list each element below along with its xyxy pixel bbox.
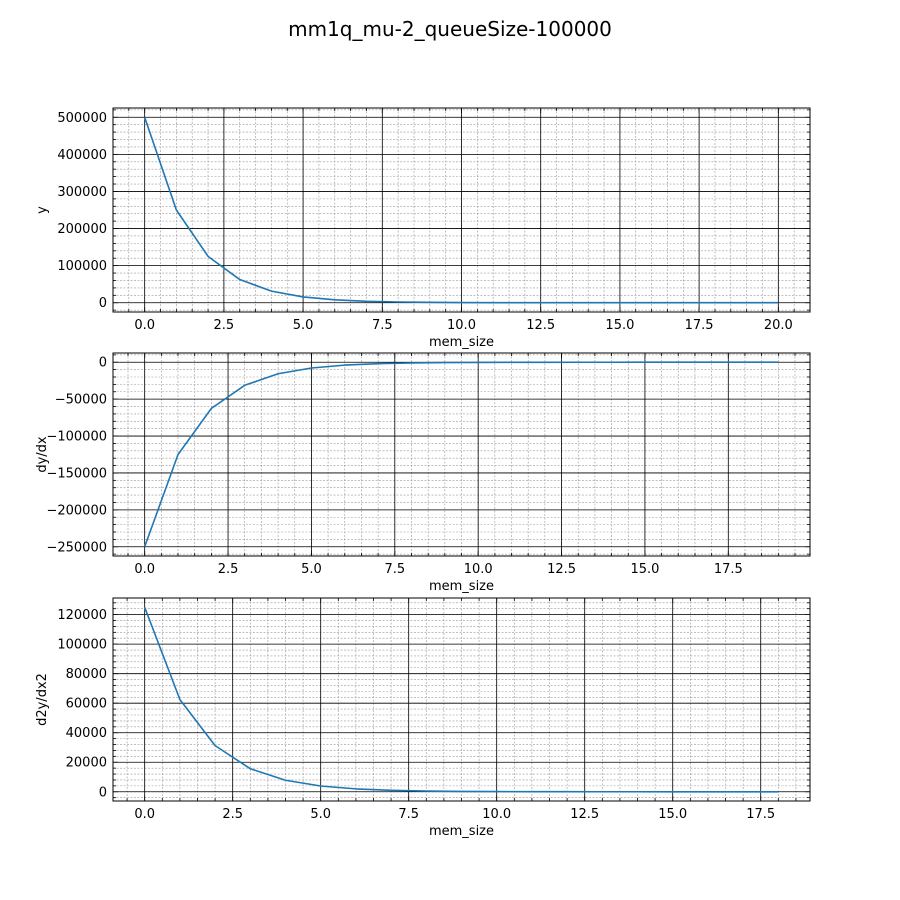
x-axis-label: mem_size bbox=[429, 579, 494, 594]
x-tick-label: 15.0 bbox=[605, 318, 634, 333]
x-tick-label: 10.0 bbox=[482, 807, 511, 822]
x-tick-label: 2.5 bbox=[222, 807, 243, 822]
y-tick-label: 100000 bbox=[57, 638, 107, 653]
axes-frame bbox=[112, 107, 811, 313]
x-axis-label: mem_size bbox=[429, 824, 494, 839]
y-tick-label: 0 bbox=[99, 356, 107, 371]
y-axis-label: dy/dx bbox=[35, 436, 50, 473]
x-tick-label: 0.0 bbox=[134, 562, 155, 577]
y-tick-label: 80000 bbox=[66, 667, 107, 682]
series-line bbox=[143, 117, 779, 304]
x-tick-label: 5.0 bbox=[293, 318, 314, 333]
y-tick-label: −250000 bbox=[46, 540, 107, 555]
y-tick-label: 40000 bbox=[66, 726, 107, 741]
x-tick-label: 15.0 bbox=[658, 807, 687, 822]
y-tick-label: 400000 bbox=[57, 148, 107, 163]
subplot-2: 0.0 2.5 5.0 7.5 10.0 12.5 15.0 17.5 −250000 −2000… bbox=[35, 352, 811, 594]
y-tick-label: −200000 bbox=[46, 503, 107, 518]
y-tick-label: 100000 bbox=[57, 259, 107, 274]
x-tick-label: 12.5 bbox=[547, 562, 576, 577]
x-tick-label: 17.5 bbox=[746, 807, 775, 822]
y-tick-label: 200000 bbox=[57, 222, 107, 237]
axes-frame bbox=[112, 352, 811, 557]
x-tick-label: 2.5 bbox=[218, 562, 239, 577]
series-line bbox=[143, 606, 779, 793]
x-tick-label: 5.0 bbox=[301, 562, 322, 577]
x-tick-label: 10.0 bbox=[464, 562, 493, 577]
y-tick-label: 0 bbox=[99, 296, 107, 311]
y-tick-label: 300000 bbox=[57, 185, 107, 200]
subplot-3: 0.0 2.5 5.0 7.5 10.0 12.5 15.0 17.5 0 20000 40000 6… bbox=[35, 597, 811, 839]
x-tick-label: 0.0 bbox=[134, 807, 155, 822]
y-tick-label: −150000 bbox=[46, 466, 107, 481]
figure-title: mm1q_mu-2_queueSize-100000 bbox=[288, 17, 612, 41]
y-tick-label: −50000 bbox=[55, 393, 107, 408]
y-axis-label: d2y/dx2 bbox=[35, 673, 50, 726]
x-tick-label: 20.0 bbox=[764, 318, 793, 333]
axes-frame bbox=[112, 597, 811, 802]
y-tick-label: 20000 bbox=[66, 756, 107, 771]
x-tick-label: 12.5 bbox=[570, 807, 599, 822]
subplot-1: 0.0 2.5 5.0 7.5 10.0 12.5 15.0 17.5 20.0 0 100000 2… bbox=[35, 107, 811, 350]
subplots: 0.0 2.5 5.0 7.5 10.0 12.5 15.0 17.5 20.0 0 100000 2… bbox=[35, 107, 811, 839]
x-tick-label: 12.5 bbox=[526, 318, 555, 333]
y-tick-label: 120000 bbox=[57, 608, 107, 623]
y-tick-label: 0 bbox=[99, 785, 107, 800]
x-tick-label: 7.5 bbox=[384, 562, 405, 577]
x-tick-label: 15.0 bbox=[630, 562, 659, 577]
x-tick-label: 0.0 bbox=[134, 318, 155, 333]
x-tick-label: 10.0 bbox=[447, 318, 476, 333]
y-tick-label: 500000 bbox=[57, 111, 107, 126]
x-tick-label: 17.5 bbox=[685, 318, 714, 333]
x-axis-label: mem_size bbox=[429, 335, 494, 350]
x-tick-label: 7.5 bbox=[398, 807, 419, 822]
x-tick-label: 2.5 bbox=[214, 318, 235, 333]
y-axis-label: y bbox=[35, 206, 50, 214]
x-tick-label: 5.0 bbox=[310, 807, 331, 822]
x-tick-label: 7.5 bbox=[372, 318, 393, 333]
series-line bbox=[143, 361, 779, 548]
x-tick-label: 17.5 bbox=[714, 562, 743, 577]
y-tick-label: −100000 bbox=[46, 430, 107, 445]
y-tick-label: 60000 bbox=[66, 697, 107, 712]
